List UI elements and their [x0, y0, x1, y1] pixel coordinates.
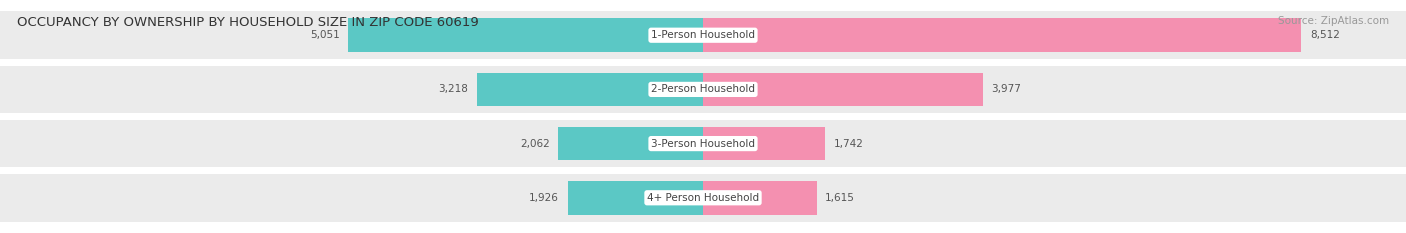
Text: Source: ZipAtlas.com: Source: ZipAtlas.com — [1278, 16, 1389, 26]
Bar — [558, 127, 703, 160]
Text: 1,615: 1,615 — [825, 193, 855, 203]
Text: 1,742: 1,742 — [834, 139, 863, 149]
Text: 1,926: 1,926 — [529, 193, 560, 203]
Bar — [703, 181, 817, 215]
Text: 2,062: 2,062 — [520, 139, 550, 149]
Text: 5,051: 5,051 — [309, 30, 339, 40]
Bar — [0, 65, 1406, 113]
Bar — [0, 120, 1406, 168]
Bar — [477, 73, 703, 106]
Bar — [0, 174, 1406, 222]
Bar — [568, 181, 703, 215]
Text: 8,512: 8,512 — [1310, 30, 1340, 40]
Bar — [347, 18, 703, 52]
Text: 4+ Person Household: 4+ Person Household — [647, 193, 759, 203]
Text: 3-Person Household: 3-Person Household — [651, 139, 755, 149]
Bar — [703, 73, 983, 106]
Bar — [703, 127, 825, 160]
Text: 2-Person Household: 2-Person Household — [651, 84, 755, 94]
Bar — [0, 11, 1406, 59]
Text: 3,218: 3,218 — [439, 84, 468, 94]
Text: 3,977: 3,977 — [991, 84, 1021, 94]
Text: OCCUPANCY BY OWNERSHIP BY HOUSEHOLD SIZE IN ZIP CODE 60619: OCCUPANCY BY OWNERSHIP BY HOUSEHOLD SIZE… — [17, 16, 478, 29]
Bar — [703, 18, 1302, 52]
Text: 1-Person Household: 1-Person Household — [651, 30, 755, 40]
